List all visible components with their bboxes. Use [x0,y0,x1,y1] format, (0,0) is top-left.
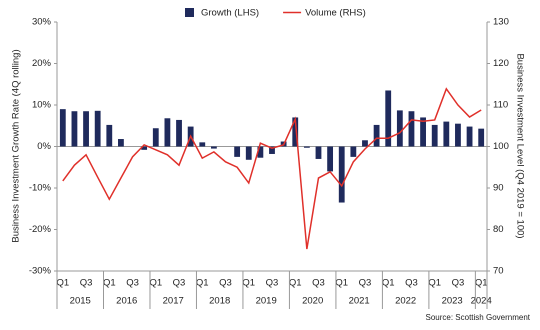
bar [59,109,66,147]
year-label: 2020 [302,296,323,307]
year-label: 2019 [256,296,277,307]
x-tick-label: Q3 [266,278,279,289]
bar [455,123,461,147]
bar [106,124,113,147]
x-tick-label: Q1 [103,278,116,289]
bar [245,146,252,160]
y-tick-label: 30% [32,17,52,28]
bar [466,126,473,147]
x-tick-label: Q1 [242,278,255,289]
year-label: 2017 [163,296,184,307]
bar [385,90,392,147]
bar [234,146,241,157]
source: Source: Scottish Government [426,313,531,322]
bar [83,111,89,147]
y-tick-label: -30% [29,266,52,277]
x-tick-label: Q3 [173,278,186,289]
line [62,87,482,250]
bar [292,117,299,147]
x-tick-label: Q3 [80,278,93,289]
legend-label: Growth (LHS) [201,8,259,19]
y2-axis-title: Business Investment Level (Q4 2019 = 100… [514,53,525,238]
legend-swatch [185,8,194,17]
year-label: 2016 [116,296,137,307]
x-tick-label: Q1 [475,278,488,289]
y-tick-label: 0% [37,141,51,152]
bar [315,146,322,159]
x-tick-label: Q3 [405,278,418,289]
bar [362,140,368,147]
year-label: 2021 [349,296,370,307]
x-tick-label: Q1 [289,278,302,289]
bar [164,118,171,147]
x-tick-label: Q1 [382,278,395,289]
bar [443,121,450,147]
y-tick-label: -10% [29,183,52,194]
bar [71,111,78,147]
x-tick-label: Q3 [219,278,232,289]
x-tick-label: Q3 [359,278,372,289]
bar [431,124,438,147]
bar [199,142,206,147]
x-tick-label: Q3 [452,278,465,289]
bar [303,146,310,148]
x-tick-label: Q1 [335,278,348,289]
bar [373,124,380,147]
year-label: 2023 [442,296,463,307]
y2-tick-label: 100 [493,141,509,152]
y-tick-label: 10% [32,100,52,111]
year-label: 2024 [471,296,492,307]
year-label: 2015 [70,296,91,307]
y2-tick-label: 120 [493,58,509,69]
bar [176,119,182,147]
y2-tick-label: 70 [493,266,504,277]
bar [141,146,148,150]
y-tick-label: -20% [29,224,52,235]
bar [338,146,345,203]
bar [478,128,485,147]
bar [420,117,426,147]
y2-tick-label: 110 [493,100,508,111]
bar [257,146,264,158]
legend-label: Volume (RHS) [305,8,366,19]
bar [152,128,159,147]
year-label: 2022 [395,296,416,307]
x-tick-label: Q3 [126,278,139,289]
y-tick-label: 20% [32,58,52,69]
x-tick-label: Q1 [56,278,69,289]
bar [269,146,275,154]
x-tick-label: Q1 [196,278,209,289]
bar [118,139,124,147]
x-tick-label: Q1 [149,278,162,289]
bar [408,111,415,147]
y2-tick-label: 90 [493,183,504,194]
bar [210,146,217,149]
y-axis-title: Business Investment Growth Rate (4Q roll… [11,49,22,242]
x-tick-label: Q1 [428,278,441,289]
bar [327,146,334,172]
x-tick-label: Q3 [312,278,325,289]
bar [350,146,357,157]
bar [94,110,101,147]
bar [396,110,403,147]
y2-tick-label: 130 [493,17,509,28]
y2-tick-label: 80 [493,224,504,235]
year-label: 2018 [209,296,230,307]
